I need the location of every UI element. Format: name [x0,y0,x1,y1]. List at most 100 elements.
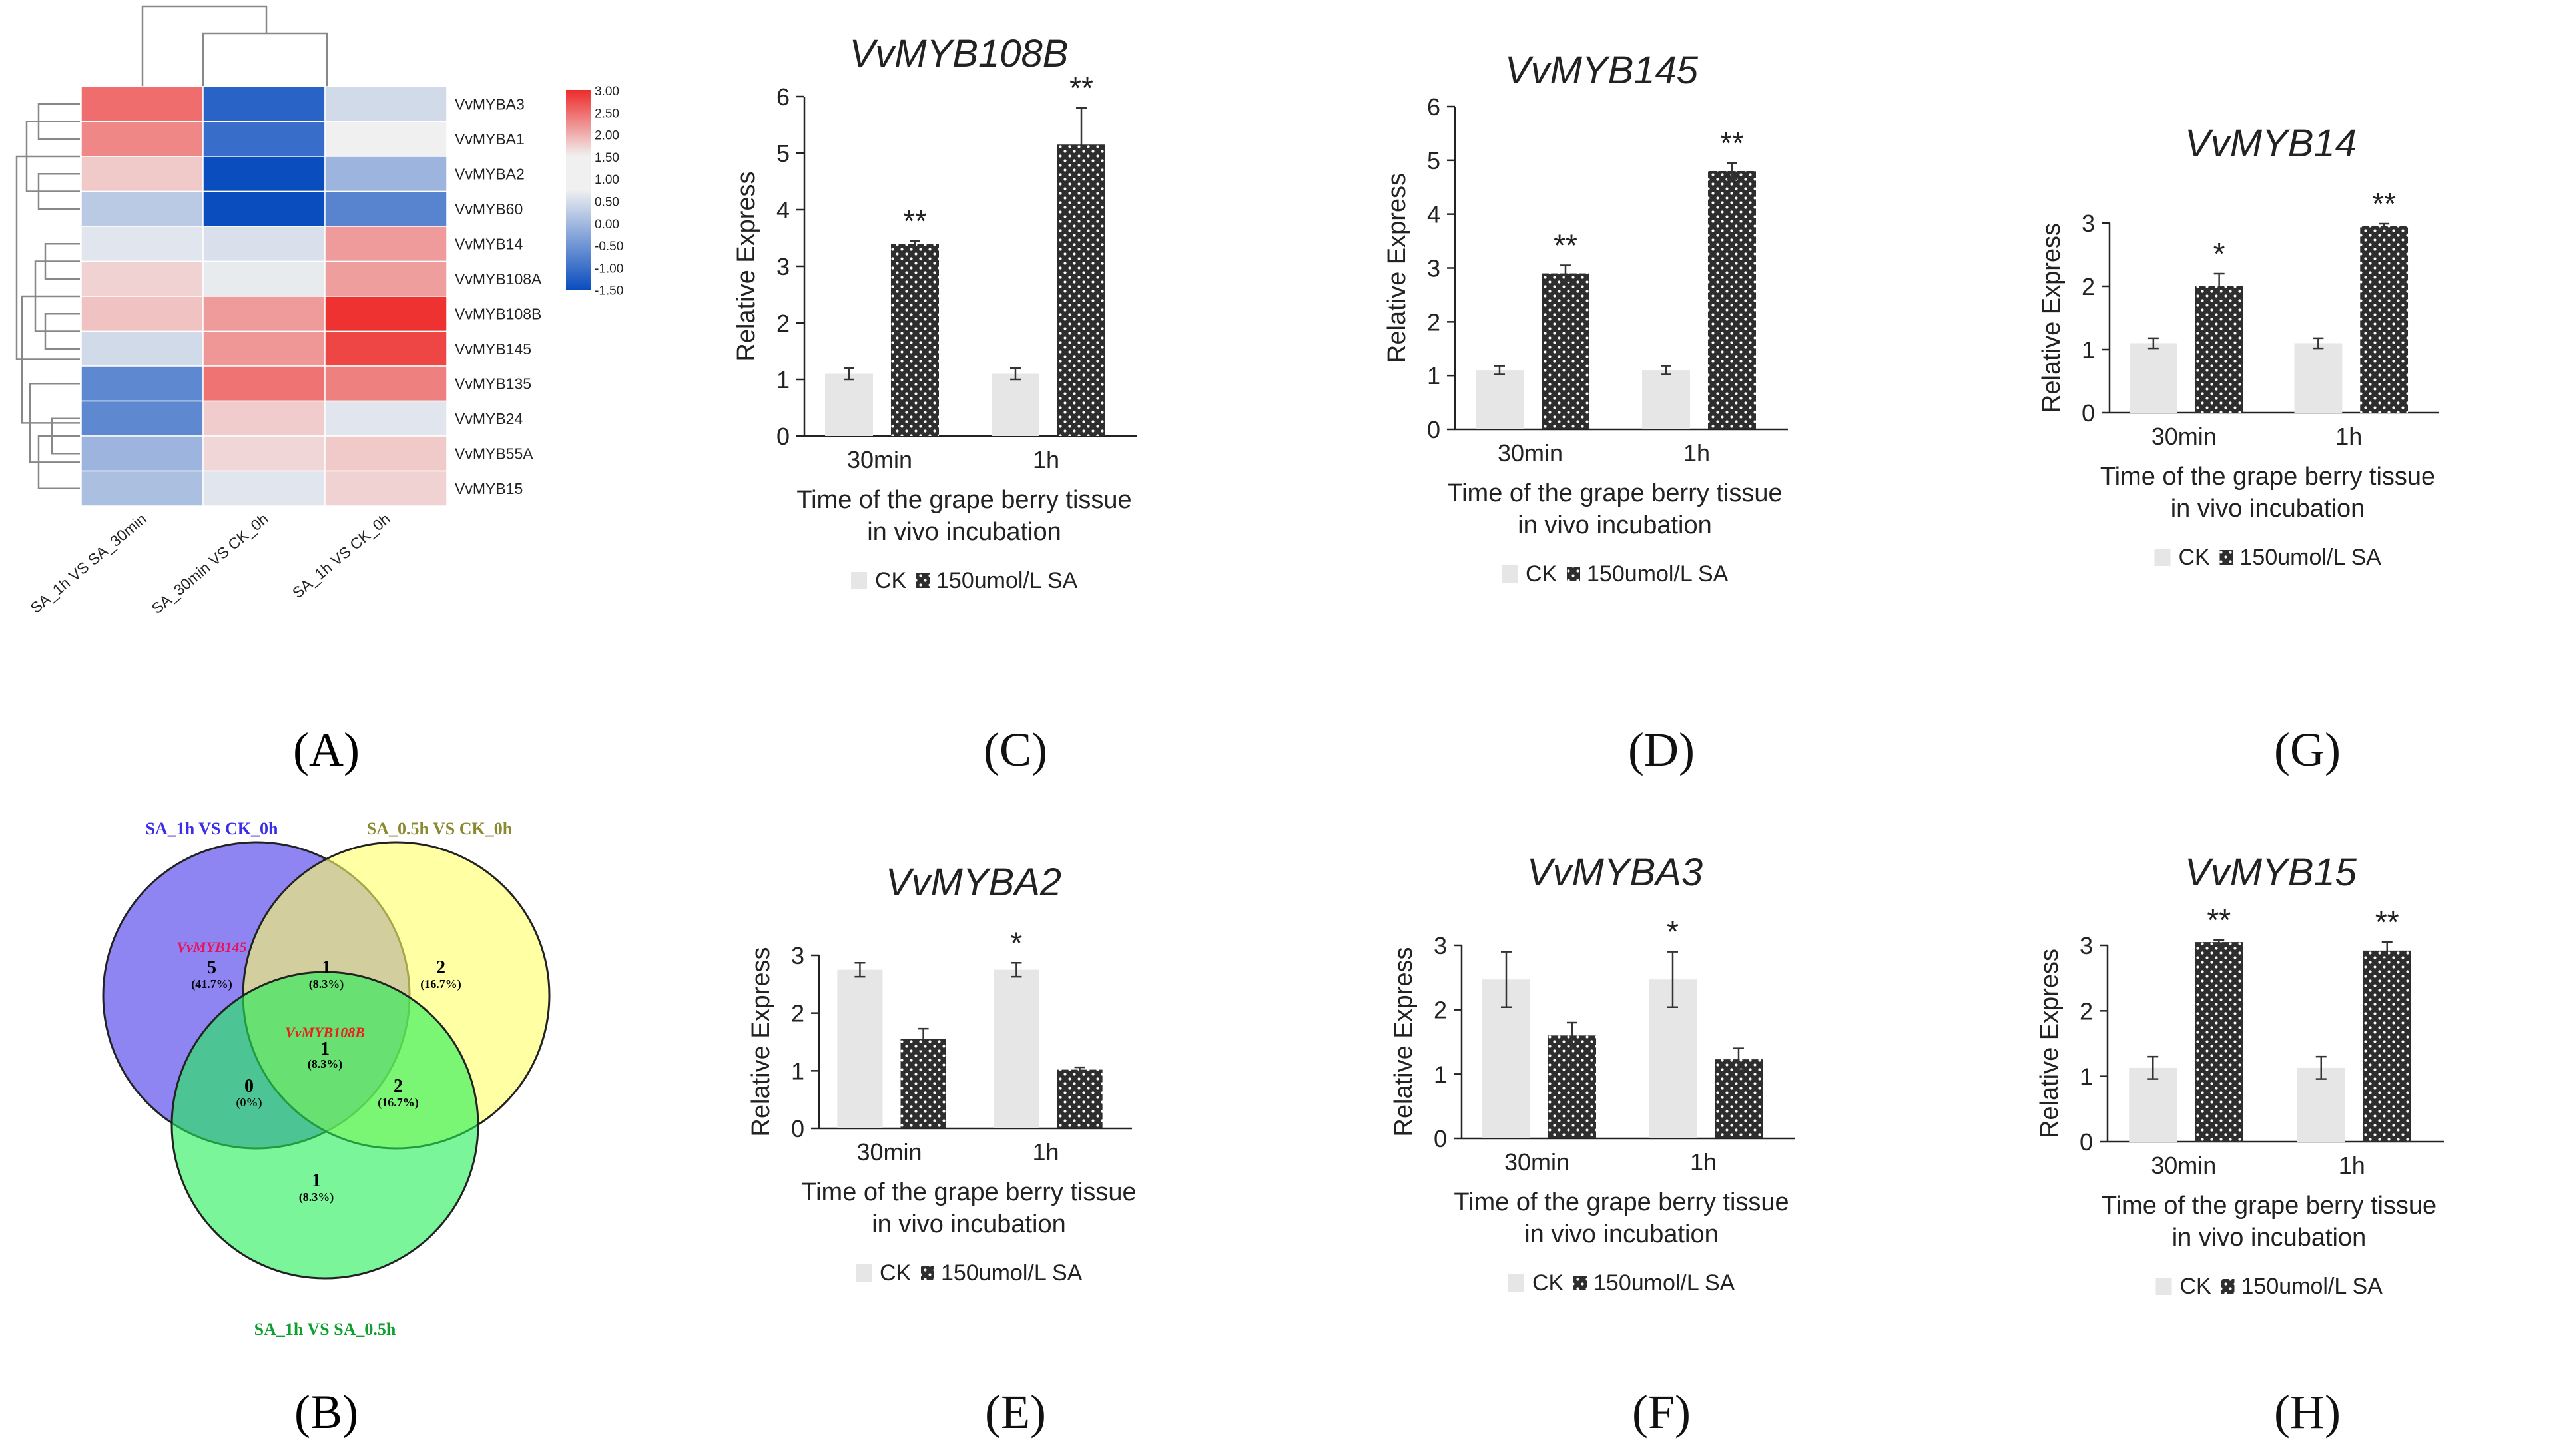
heatmap-row-label: VvMYB55A [455,445,533,462]
legend-swatch-ck [1502,565,1518,583]
heatmap-row-label: VvMYBA2 [455,165,525,182]
x-axis-label: in vivo incubation [867,518,1061,546]
significance-marker: ** [2207,903,2231,937]
bar-sa [1542,273,1589,429]
legend-swatch-ck [1508,1274,1524,1292]
error-bar [854,962,866,978]
bar-sa [1708,171,1756,429]
bar-chart-vvmyba2: VvMYBA2 0 1 2 3 Relative Express 30min * 1h Time … [747,861,1137,1439]
venn-region-count: 5 [207,957,216,978]
venn-set-3-label: SA_1h VS SA_0.5h [254,1320,396,1339]
error-bar [1011,962,1022,978]
y-axis-label: Relative Express [747,947,775,1136]
y-tick-label: 1 [1434,1061,1447,1088]
heatmap-cell [324,190,447,227]
y-tick-label: 2 [776,310,790,337]
x-axis-label: Time of the grape berry tissue [801,1178,1136,1206]
panel-label: (B) [294,1385,358,1439]
x-axis-label: in vivo incubation [1518,511,1712,539]
y-tick-label: 3 [2082,210,2095,237]
significance-marker: * [1010,925,1022,960]
bar-ck [1642,370,1690,429]
heatmap-cell [202,226,326,262]
heatmap-cell [202,365,326,402]
heatmap-cell [324,226,447,262]
error-bar [2313,337,2324,350]
panel-label: (H) [2274,1385,2341,1439]
y-tick-label: 3 [1434,932,1447,959]
column-dendrogram [141,5,328,87]
legend-label-ck: CK [2179,545,2211,570]
chart-title: VvMYB14 [2185,122,2357,165]
heatmap-cell [324,156,447,192]
x-tick-label: 30min [2151,423,2217,450]
x-axis-label: Time of the grape berry tissue [1454,1188,1789,1216]
venn-region-count: 1 [312,1170,321,1191]
chart-title: VvMYB145 [1505,49,1699,92]
error-bar [1560,264,1571,282]
heatmap-column-label: SA_1h VS SA_30min [27,510,150,616]
legend-label-sa: 150umol/L SA [941,1260,1083,1286]
legend-label-sa: 150umol/L SA [1593,1270,1735,1296]
heatmap-cell [81,400,204,437]
y-tick-label: 2 [1434,997,1447,1024]
x-axis-label: in vivo incubation [1524,1220,1719,1248]
legend-label-sa: 150umol/L SA [2241,1274,2383,1299]
venn-panel: SA_1h VS CK_0h SA_0.5h VS CK_0h SA_1h VS… [102,819,551,1439]
bar-chart-vvmyb14: VvMYB14 0 1 2 3 Relative Express * 30min ** 1h Tim… [2038,122,2439,776]
x-tick-label: 1h [1032,1138,1059,1166]
bar-chart-vvmyba3: VvMYBA3 0 1 2 3 Relative Express 30min * 1h Time … [1390,851,1795,1439]
x-tick-label: 30min [847,446,912,473]
heatmap-cell [324,296,447,332]
y-tick-label: 0 [1427,416,1440,443]
y-tick-label: 2 [1427,308,1440,336]
legend-label-sa: 150umol/L SA [936,568,1078,593]
heatmap-cell [202,156,326,192]
y-axis-label: Relative Express [1383,173,1411,363]
color-scale-tick: -0.50 [595,240,623,254]
error-bar [1727,162,1737,180]
x-tick-label: 30min [2151,1152,2216,1179]
venn-region-count: 2 [436,957,445,978]
bar-sa [891,244,939,436]
chart-title: VvMYB15 [2185,851,2357,894]
x-axis-label: Time of the grape berry tissue [1447,479,1782,507]
y-tick-label: 0 [2082,399,2095,427]
y-tick-label: 2 [2082,273,2095,300]
significance-marker: ** [1554,228,1577,262]
x-axis-label: in vivo incubation [2172,1224,2367,1252]
venn-gene-label: VvMYB145 [176,939,246,955]
bar-ck [837,969,883,1128]
color-scale-tick: 3.00 [595,85,619,99]
y-axis-label: Relative Express [732,171,760,361]
y-tick-label: 0 [791,1115,804,1142]
color-scale-tick: 1.50 [595,151,619,165]
error-bar [1567,1021,1577,1049]
bar-ck [2297,1067,2345,1142]
bar-sa [2360,226,2409,413]
row-dendrogram [15,103,80,489]
y-tick-label: 3 [791,942,804,969]
y-tick-label: 1 [776,366,790,393]
color-scale-tick: 2.50 [595,107,619,121]
color-scale-tick: 2.00 [595,129,619,143]
legend-swatch-sa [1567,567,1580,581]
heatmap-row-label: VvMYB108A [455,270,542,288]
heatmap-row-label: VvMYB145 [455,340,531,358]
venn-set-1-label: SA_1h VS CK_0h [146,819,278,838]
bar-sa [2195,942,2243,1142]
color-scale-tick: 0.00 [595,218,619,232]
legend-swatch-sa [921,1266,934,1280]
dendrogram-branch [15,155,80,360]
y-tick-label: 6 [1427,93,1440,121]
venn-region-pct: (8.3%) [309,977,344,991]
y-tick-label: 4 [1427,201,1440,228]
heatmap-cell [324,121,447,157]
legend-swatch-ck [856,1264,872,1282]
bar-sa [1057,144,1105,436]
venn-region-pct: (0%) [236,1096,262,1110]
x-axis-label: in vivo incubation [872,1210,1066,1238]
error-bar [1076,107,1087,182]
bar-sa [900,1039,946,1128]
